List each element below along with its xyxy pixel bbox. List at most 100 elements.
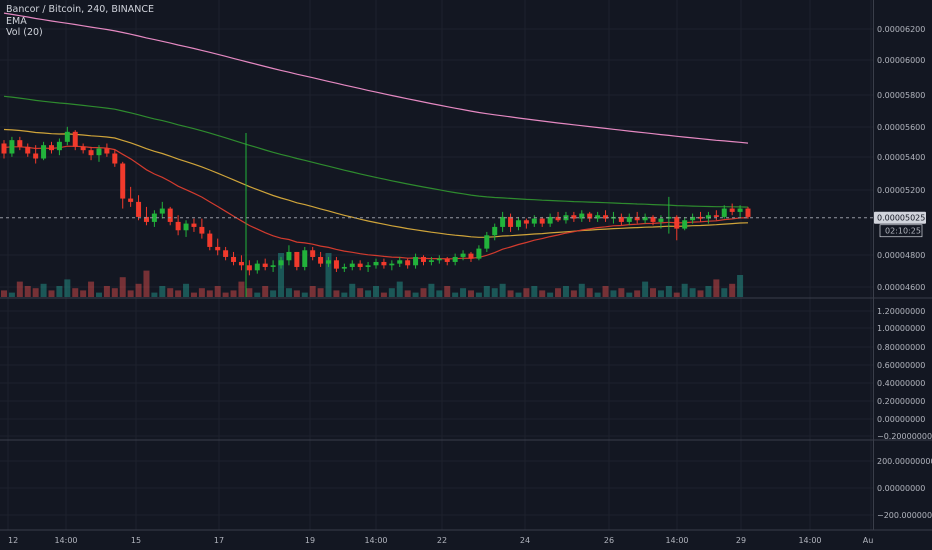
ema-line [3,145,749,260]
candle [88,146,94,161]
candle-body [231,256,237,262]
volume-bar [190,292,197,297]
candle [642,213,648,224]
candle [207,230,213,251]
candle-body [642,216,648,221]
candle [413,253,419,269]
candle-body [159,208,165,214]
volume-bar [673,292,680,297]
candle [721,205,727,219]
volume-bar [238,281,245,297]
candle-body [112,153,118,164]
candle-body [326,260,332,264]
candle [231,251,237,266]
volume-bar [16,281,23,297]
candle [294,251,300,271]
volume-bar [412,292,419,297]
candle [175,215,181,236]
time-tick-label: 29 [736,536,746,545]
volume-indicator-label[interactable]: Vol (20) [6,27,43,38]
volume-bar [48,290,55,297]
price-tick-label: 0.00006000 [877,56,925,65]
candle-body [705,215,711,219]
candle-body [468,253,474,259]
ema-line [3,128,749,238]
volume-bar [159,286,166,297]
volume-bar [618,288,625,297]
candle-body [246,265,252,271]
candle [357,260,363,271]
volume-bar [547,292,554,297]
candle [444,256,450,266]
candle-body [207,233,213,247]
volume-bar [539,290,546,297]
candle [318,251,324,267]
pane2-tick-label: 0.20000000 [877,397,925,406]
volume-bar [103,286,110,297]
candle [381,258,387,269]
volume-bar [24,286,31,297]
last-price-box [874,211,926,224]
candle [539,216,545,227]
time-tick-label: 12 [8,536,18,545]
ema-line [3,95,749,208]
candle-body [484,235,490,249]
overlays [0,133,873,297]
volume-bar [626,292,633,297]
volume-bar [8,292,15,297]
candle [420,255,426,266]
symbol-title[interactable]: Bancor / Bitcoin, 240, BINANCE [6,4,154,15]
candle [33,145,39,164]
candle-body [373,261,379,266]
ema-indicator-label[interactable]: EMA [6,15,27,27]
volume-bar [64,279,71,297]
candle-body [136,201,142,217]
price-tick-label: 0.00005800 [877,91,925,100]
candle-body [333,260,339,269]
countdown-label: 02:10:25 [885,227,921,236]
candle-body [531,218,537,224]
candle [484,231,490,252]
candle [199,218,205,239]
volume-bar [301,292,308,297]
candle [104,143,110,157]
candle [310,246,316,261]
candle-body [428,260,434,262]
volume-bar [151,292,158,297]
candle [595,211,601,222]
candle-body [104,148,110,154]
candle-body [476,248,482,259]
volume-bar [737,275,744,297]
candle-body [96,148,102,156]
volume-bar [285,288,292,297]
volume-bar [254,292,261,297]
candle-body [460,253,466,257]
candle-body [721,208,727,217]
volume-bar [729,283,736,297]
candle [666,196,672,234]
candle [523,218,529,229]
candle-body [405,260,411,266]
volume-bar [40,283,47,297]
pane3-tick-label: 0.00000000 [877,484,925,493]
pane3-tick-label: 200.00000000 [877,457,932,466]
volume-bar [491,288,498,297]
candle-body [595,215,601,219]
candle-body [183,223,189,231]
pane2-tick-label: 0.60000000 [877,361,925,370]
volume-bar [428,283,435,297]
candle-body [278,260,284,266]
candle-body [500,216,506,227]
candle [254,260,260,274]
volume-bar [80,290,87,297]
pane2-tick-label: 0.00000000 [877,415,925,424]
candle-body [682,220,688,229]
volume-bar [436,290,443,297]
candles [1,126,751,276]
candle-body [349,263,355,267]
candle-body [88,150,94,156]
candle-body [270,265,276,267]
candle-body [167,208,173,222]
volume-bar [705,286,712,297]
